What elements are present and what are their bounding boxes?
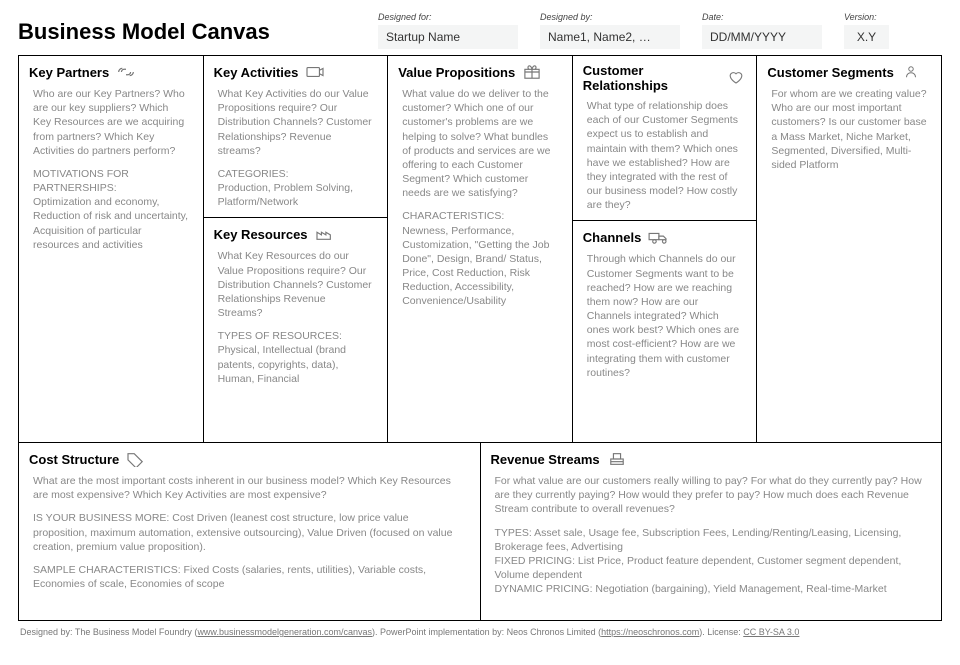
footer-link-license[interactable]: CC BY-SA 3.0	[743, 627, 799, 637]
block-title: Key Resources	[214, 227, 308, 242]
block-customer-segments: Customer Segments For whom are we creati…	[757, 56, 941, 442]
meta-label: Date:	[702, 12, 822, 22]
link-icon	[115, 63, 137, 81]
meta-designed-by: Designed by:	[540, 12, 680, 49]
gift-icon	[521, 63, 543, 81]
meta-designed-for: Designed for:	[378, 12, 518, 49]
block-text: What are the most important costs inhere…	[33, 474, 466, 502]
block-key-partners: Key Partners Who are our Key Partners? W…	[19, 56, 203, 442]
block-text: MOTIVATIONS FOR PARTNERSHIPS: Optimizati…	[33, 167, 189, 252]
document-title: Business Model Canvas	[18, 19, 378, 49]
block-text: CHARACTERISTICS: Newness, Performance, C…	[402, 209, 558, 308]
block-key-resources: Key Resources What Key Resources do our …	[204, 217, 388, 442]
footer-text: ). License:	[699, 627, 743, 637]
footer-link-bmg[interactable]: www.businessmodelgeneration.com/canvas	[197, 627, 372, 637]
block-value-propositions: Value Propositions What value do we deli…	[388, 56, 572, 442]
block-text: CATEGORIES: Production, Problem Solving,…	[218, 167, 374, 210]
meta-label: Designed by:	[540, 12, 680, 22]
tag-icon	[125, 450, 147, 468]
canvas-grid: Key Partners Who are our Key Partners? W…	[18, 55, 942, 621]
block-title: Cost Structure	[29, 452, 119, 467]
meta-label: Designed for:	[378, 12, 518, 22]
block-title: Customer Relationships	[583, 63, 720, 93]
block-text: What Key Resources do our Value Proposit…	[218, 249, 374, 320]
header: Business Model Canvas Designed for: Desi…	[18, 12, 942, 49]
activity-icon	[304, 63, 326, 81]
block-cost-structure: Cost Structure What are the most importa…	[19, 443, 480, 620]
truck-icon	[647, 228, 669, 246]
block-text: SAMPLE CHARACTERISTICS: Fixed Costs (sal…	[33, 563, 466, 591]
meta-version: Version:	[844, 12, 889, 49]
heart-icon	[726, 69, 746, 87]
block-text: Through which Channels do our Customer S…	[587, 252, 743, 380]
meta-label: Version:	[844, 12, 889, 22]
block-title: Customer Segments	[767, 65, 893, 80]
cash-register-icon	[606, 450, 628, 468]
block-text: TYPES: Asset sale, Usage fee, Subscripti…	[495, 526, 928, 597]
person-icon	[900, 63, 922, 81]
date-input[interactable]	[702, 25, 822, 49]
footer: Designed by: The Business Model Foundry …	[18, 621, 942, 637]
block-text: What value do we deliver to the customer…	[402, 87, 558, 200]
footer-text: ). PowerPoint implementation by: Neos Ch…	[372, 627, 601, 637]
meta-date: Date:	[702, 12, 822, 49]
designed-for-input[interactable]	[378, 25, 518, 49]
block-text: TYPES OF RESOURCES: Physical, Intellectu…	[218, 329, 374, 386]
block-text: What Key Activities do our Value Proposi…	[218, 87, 374, 158]
block-title: Key Partners	[29, 65, 109, 80]
block-title: Value Propositions	[398, 65, 515, 80]
block-customer-relationships: Customer Relationships What type of rela…	[573, 56, 757, 220]
block-title: Channels	[583, 230, 642, 245]
block-revenue-streams: Revenue Streams For what value are our c…	[480, 443, 942, 620]
designed-by-input[interactable]	[540, 25, 680, 49]
block-title: Revenue Streams	[491, 452, 600, 467]
factory-icon	[314, 225, 336, 243]
block-key-activities: Key Activities What Key Activities do ou…	[204, 56, 388, 217]
block-text: For whom are we creating value? Who are …	[771, 87, 927, 172]
block-text: IS YOUR BUSINESS MORE: Cost Driven (lean…	[33, 511, 466, 554]
block-text: For what value are our customers really …	[495, 474, 928, 517]
footer-text: Designed by: The Business Model Foundry …	[20, 627, 197, 637]
footer-link-neos[interactable]: https://neoschronos.com	[601, 627, 699, 637]
block-title: Key Activities	[214, 65, 299, 80]
meta-fields: Designed for: Designed by: Date: Version…	[378, 12, 942, 49]
block-text: Who are our Key Partners? Who are our ke…	[33, 87, 189, 158]
block-text: What type of relationship does each of o…	[587, 99, 743, 212]
version-input[interactable]	[844, 25, 889, 49]
block-channels: Channels Through which Channels do our C…	[573, 220, 757, 442]
